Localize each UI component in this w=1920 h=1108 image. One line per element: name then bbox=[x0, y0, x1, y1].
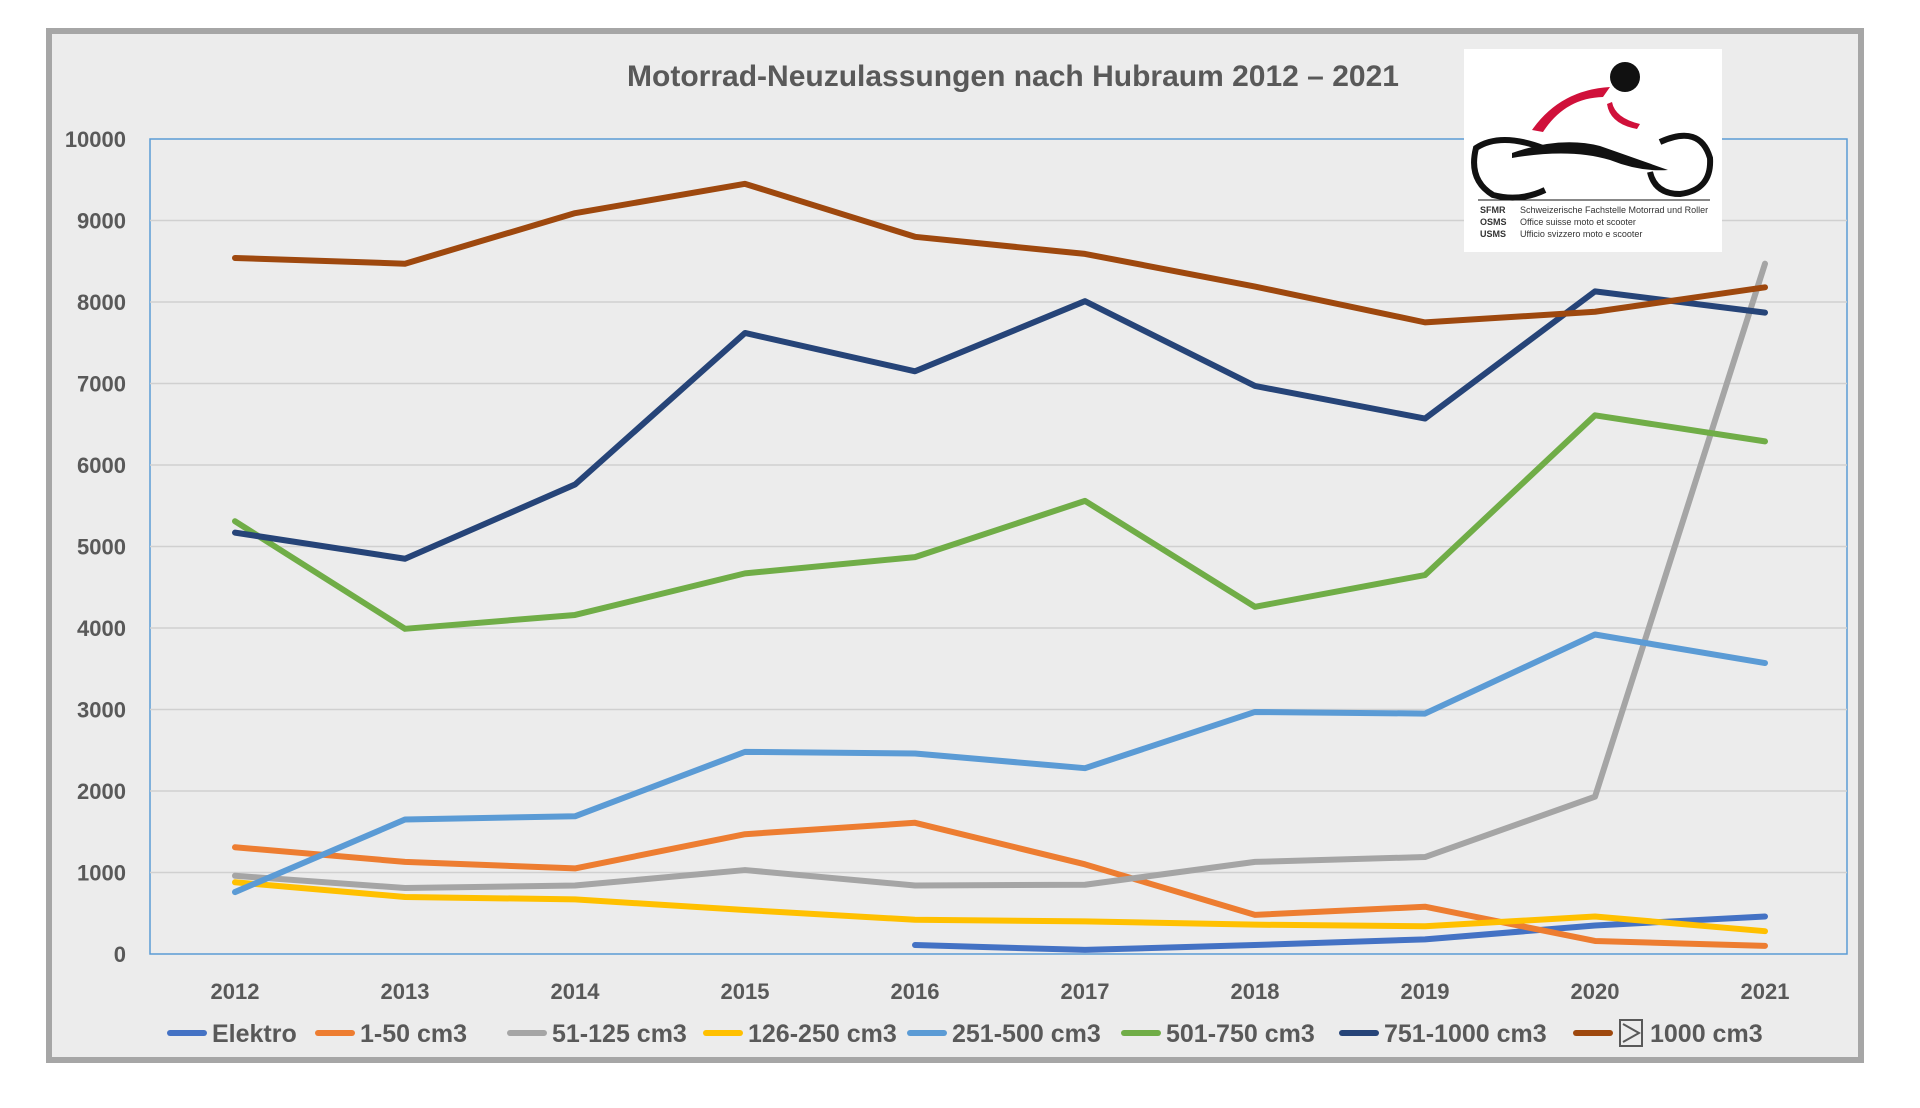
y-tick-label: 0 bbox=[114, 942, 126, 967]
legend: Elektro 1-50 cm3 51-125 cm3 126-250 cm3 251-… bbox=[167, 1019, 1763, 1048]
x-axis-ticks: 2012 2013 2014 2015 2016 2017 2018 2019 2020 2021 bbox=[211, 979, 1790, 1004]
logo-line-1: Schweizerische Fachstelle Motorrad und R… bbox=[1520, 205, 1708, 215]
x-tick-label: 2018 bbox=[1231, 979, 1280, 1004]
legend-label: Elektro bbox=[212, 1020, 297, 1048]
sfmr-logo: SFMR Schweizerische Fachstelle Motorrad … bbox=[1464, 49, 1722, 252]
y-tick-label: 3000 bbox=[77, 698, 126, 723]
x-tick-label: 2013 bbox=[381, 979, 430, 1004]
grid-lines bbox=[150, 219, 1847, 874]
logo-front-wheel bbox=[1647, 132, 1714, 198]
logo-line-2: Office suisse moto et scooter bbox=[1520, 217, 1636, 227]
legend-label: 1-50 cm3 bbox=[360, 1020, 467, 1048]
logo-line-3: Ufficio svizzero moto e scooter bbox=[1520, 229, 1642, 239]
logo-abbr-2: OSMS bbox=[1480, 217, 1507, 227]
logo-abbr-3: USMS bbox=[1480, 229, 1506, 239]
y-tick-label: 1000 bbox=[77, 861, 126, 886]
x-tick-label: 2016 bbox=[891, 979, 940, 1004]
x-tick-label: 2015 bbox=[721, 979, 770, 1004]
legend-label: 51-125 cm3 bbox=[552, 1020, 687, 1048]
y-tick-label: 9000 bbox=[77, 209, 126, 234]
logo-rider-arm bbox=[1607, 102, 1640, 129]
legend-label: 251-500 cm3 bbox=[952, 1020, 1101, 1048]
y-tick-label: 8000 bbox=[77, 290, 126, 315]
x-tick-label: 2021 bbox=[1741, 979, 1790, 1004]
x-tick-label: 2014 bbox=[551, 979, 601, 1004]
y-tick-label: 4000 bbox=[77, 616, 126, 641]
series-line-3 bbox=[232, 879, 1768, 935]
logo-abbr-1: SFMR bbox=[1480, 205, 1506, 215]
legend-label: 501-750 cm3 bbox=[1166, 1020, 1315, 1048]
y-tick-label: 2000 bbox=[77, 779, 126, 804]
legend-symbol-box bbox=[1619, 1019, 1643, 1047]
legend-symbol-mark bbox=[1622, 1023, 1642, 1043]
x-tick-label: 2012 bbox=[211, 979, 260, 1004]
y-tick-label: 7000 bbox=[77, 372, 126, 397]
x-tick-label: 2017 bbox=[1061, 979, 1110, 1004]
y-axis-ticks: 0 1000 2000 3000 4000 5000 6000 7000 8000 9000 100… bbox=[65, 127, 126, 967]
series-line-2 bbox=[232, 260, 1768, 891]
y-tick-label: 10000 bbox=[65, 127, 126, 152]
series-line-4 bbox=[232, 631, 1768, 896]
x-tick-label: 2020 bbox=[1571, 979, 1620, 1004]
series-line-7 bbox=[232, 180, 1768, 326]
legend-label: 126-250 cm3 bbox=[748, 1020, 897, 1048]
series-line-5 bbox=[232, 412, 1768, 632]
x-tick-label: 2019 bbox=[1401, 979, 1450, 1004]
logo-rear-wheel bbox=[1471, 137, 1547, 201]
legend-label: 1000 cm3 bbox=[1650, 1020, 1763, 1048]
series-line-6 bbox=[232, 288, 1768, 562]
chart-title: Motorrad-Neuzulassungen nach Hubraum 201… bbox=[627, 60, 1399, 93]
logo-bike-body bbox=[1512, 142, 1668, 171]
logo-rider-head bbox=[1610, 62, 1640, 92]
series-line-0 bbox=[912, 913, 1768, 953]
series-lines bbox=[232, 180, 1768, 953]
y-tick-label: 5000 bbox=[77, 535, 126, 560]
y-tick-label: 6000 bbox=[77, 453, 126, 478]
logo-rider-back bbox=[1532, 87, 1610, 132]
legend-label: 751-1000 cm3 bbox=[1384, 1020, 1547, 1048]
